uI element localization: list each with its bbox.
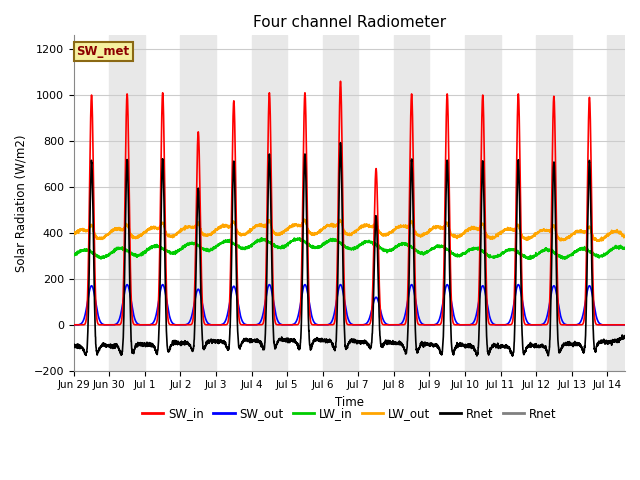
Text: SW_met: SW_met [77,46,130,59]
Bar [607,36,625,371]
Y-axis label: Solar Radiation (W/m2): Solar Radiation (W/m2) [15,134,28,272]
Bar [109,36,145,371]
Bar [323,36,358,371]
X-axis label: Time: Time [335,396,364,409]
Title: Four channel Radiometer: Four channel Radiometer [253,15,446,30]
Legend: SW_in, SW_out, LW_in, LW_out, Rnet, Rnet: SW_in, SW_out, LW_in, LW_out, Rnet, Rnet [138,403,561,425]
Bar [536,36,572,371]
Bar [180,36,216,371]
Bar [394,36,429,371]
Bar [252,36,287,371]
Bar [465,36,500,371]
